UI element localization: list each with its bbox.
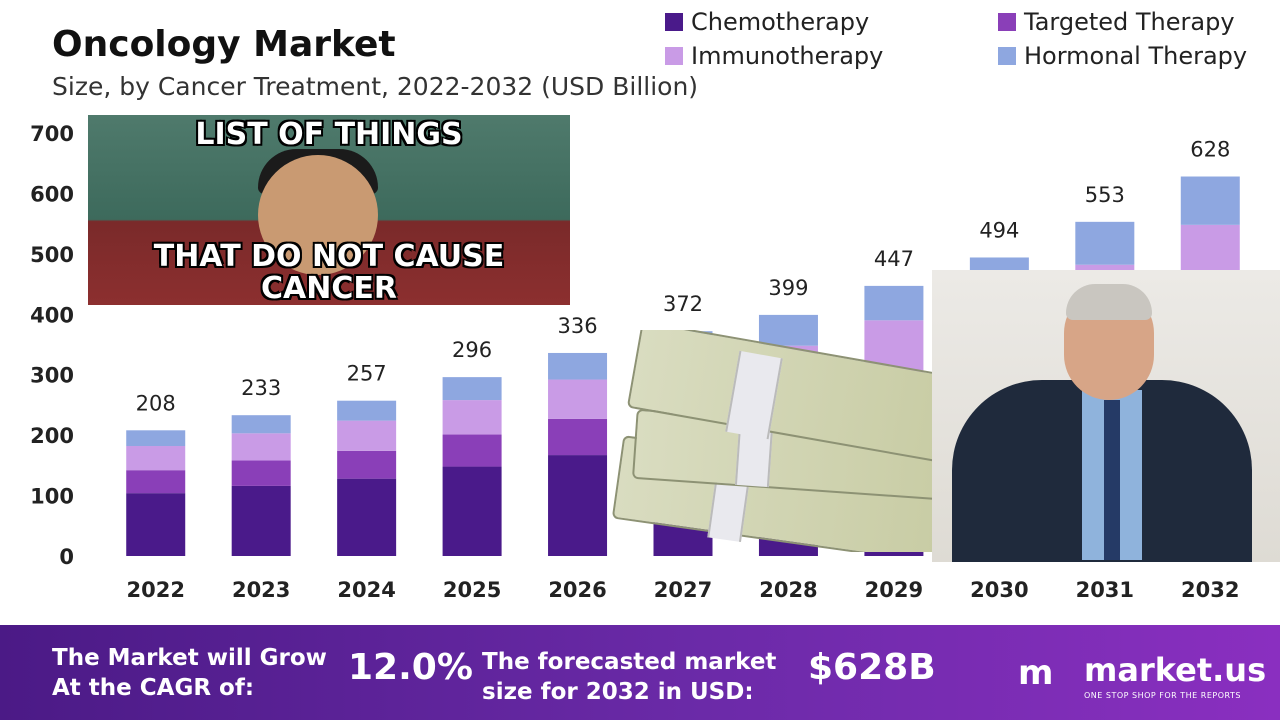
bar-segment: [231, 433, 291, 461]
bar-segment: [548, 455, 608, 556]
legend-swatch: [665, 13, 683, 31]
bar-segment: [548, 379, 608, 419]
legend-label: Immunotherapy: [691, 42, 884, 70]
y-tick-label: 500: [30, 243, 74, 267]
bar-segment: [864, 285, 924, 321]
cagr-label-line2: At the CAGR of:: [52, 675, 255, 701]
y-tick-label: 700: [30, 122, 74, 146]
cagr-label-line1: The Market will Grow: [52, 645, 327, 671]
legend-swatch: [998, 47, 1016, 65]
cagr-label: The Market will Grow At the CAGR of:: [52, 643, 327, 703]
bar-total-label: 208: [136, 391, 176, 415]
brand-name: market.us: [1084, 651, 1267, 689]
bar-total-label: 233: [241, 376, 281, 400]
bar-segment: [231, 460, 291, 486]
man-photo: [932, 270, 1280, 562]
bar-total-label: 372: [663, 292, 703, 316]
bar-total-label: 628: [1190, 138, 1230, 162]
x-tick-label: 2024: [337, 578, 395, 602]
bar-segment: [442, 466, 502, 556]
bar-segment: [337, 420, 397, 451]
bar-segment: [337, 400, 397, 421]
bar-total-label: 296: [452, 338, 492, 362]
meme-image: LIST OF THINGS THAT DO NOT CAUSE CANCER: [88, 115, 570, 305]
bar-segment: [126, 493, 186, 556]
bar-total-label: 553: [1085, 183, 1125, 207]
bar-segment: [231, 485, 291, 556]
bar-segment: [337, 450, 397, 479]
brand-logo-icon: m: [1018, 653, 1054, 693]
legend-item-immunotherapy: Immunotherapy: [665, 42, 883, 70]
bar-segment: [548, 352, 608, 380]
chart-subtitle: Size, by Cancer Treatment, 2022-2032 (US…: [52, 72, 699, 101]
x-tick-label: 2026: [548, 578, 606, 602]
legend-item-targeted-therapy: Targeted Therapy: [998, 8, 1235, 36]
meme-text-middle: THAT DO NOT CAUSE: [153, 239, 505, 274]
x-tick-label: 2027: [654, 578, 712, 602]
legend-label: Chemotherapy: [691, 8, 870, 36]
hair-shape: [1066, 284, 1152, 320]
bar-segment: [1180, 176, 1240, 225]
y-tick-label: 400: [30, 303, 74, 327]
bar-total-label: 399: [768, 276, 808, 300]
x-tick-label: 2030: [970, 578, 1028, 602]
bar-segment: [442, 434, 502, 467]
bar-total-label: 447: [874, 247, 914, 271]
bar-total-label: 257: [347, 362, 387, 386]
x-tick-label: 2028: [759, 578, 817, 602]
legend-label: Targeted Therapy: [1024, 8, 1235, 36]
money-stack-image: [612, 330, 957, 552]
legend-swatch: [665, 47, 683, 65]
bar-segment: [758, 314, 818, 346]
bar-segment: [126, 430, 186, 447]
y-tick-label: 200: [30, 424, 74, 448]
cagr-value: 12.0%: [348, 647, 473, 688]
legend-item-hormonal-therapy: Hormonal Therapy: [998, 42, 1247, 70]
legend-swatch: [998, 13, 1016, 31]
bar-segment: [548, 418, 608, 456]
forecast-label-line1: The forecasted market: [482, 649, 777, 675]
forecast-label: The forecasted market size for 2032 in U…: [482, 647, 776, 707]
bar-segment: [1075, 221, 1135, 265]
meme-text-top: LIST OF THINGS: [195, 117, 463, 152]
x-tick-label: 2031: [1076, 578, 1134, 602]
bar-segment: [442, 400, 502, 435]
bar-total-label: 494: [979, 218, 1019, 242]
forecast-label-line2: size for 2032 in USD:: [482, 679, 754, 705]
bar-segment: [337, 478, 397, 556]
x-tick-label: 2029: [865, 578, 923, 602]
legend-item-chemotherapy: Chemotherapy: [665, 8, 869, 36]
brand-tagline: ONE STOP SHOP FOR THE REPORTS: [1084, 691, 1241, 700]
tie-shape: [1104, 400, 1120, 560]
x-tick-label: 2032: [1181, 578, 1239, 602]
y-tick-label: 300: [30, 364, 74, 388]
footer-banner: The Market will Grow At the CAGR of: 12.…: [0, 625, 1280, 720]
legend-label: Hormonal Therapy: [1024, 42, 1248, 70]
bar-segment: [231, 415, 291, 434]
bar-total-label: 336: [557, 314, 597, 338]
x-tick-label: 2025: [443, 578, 501, 602]
x-tick-label: 2023: [232, 578, 290, 602]
bar-segment: [126, 470, 186, 494]
forecast-value: $628B: [808, 647, 936, 688]
y-tick-label: 600: [30, 182, 74, 206]
y-tick-label: 0: [59, 545, 74, 569]
chart-title: Oncology Market: [52, 24, 396, 65]
meme-text-bottom: CANCER: [261, 271, 397, 305]
bar-segment: [442, 377, 502, 401]
bar-segment: [126, 446, 186, 471]
y-tick-label: 100: [30, 485, 74, 509]
meme-face-shape: [258, 155, 378, 275]
x-tick-label: 2022: [127, 578, 185, 602]
